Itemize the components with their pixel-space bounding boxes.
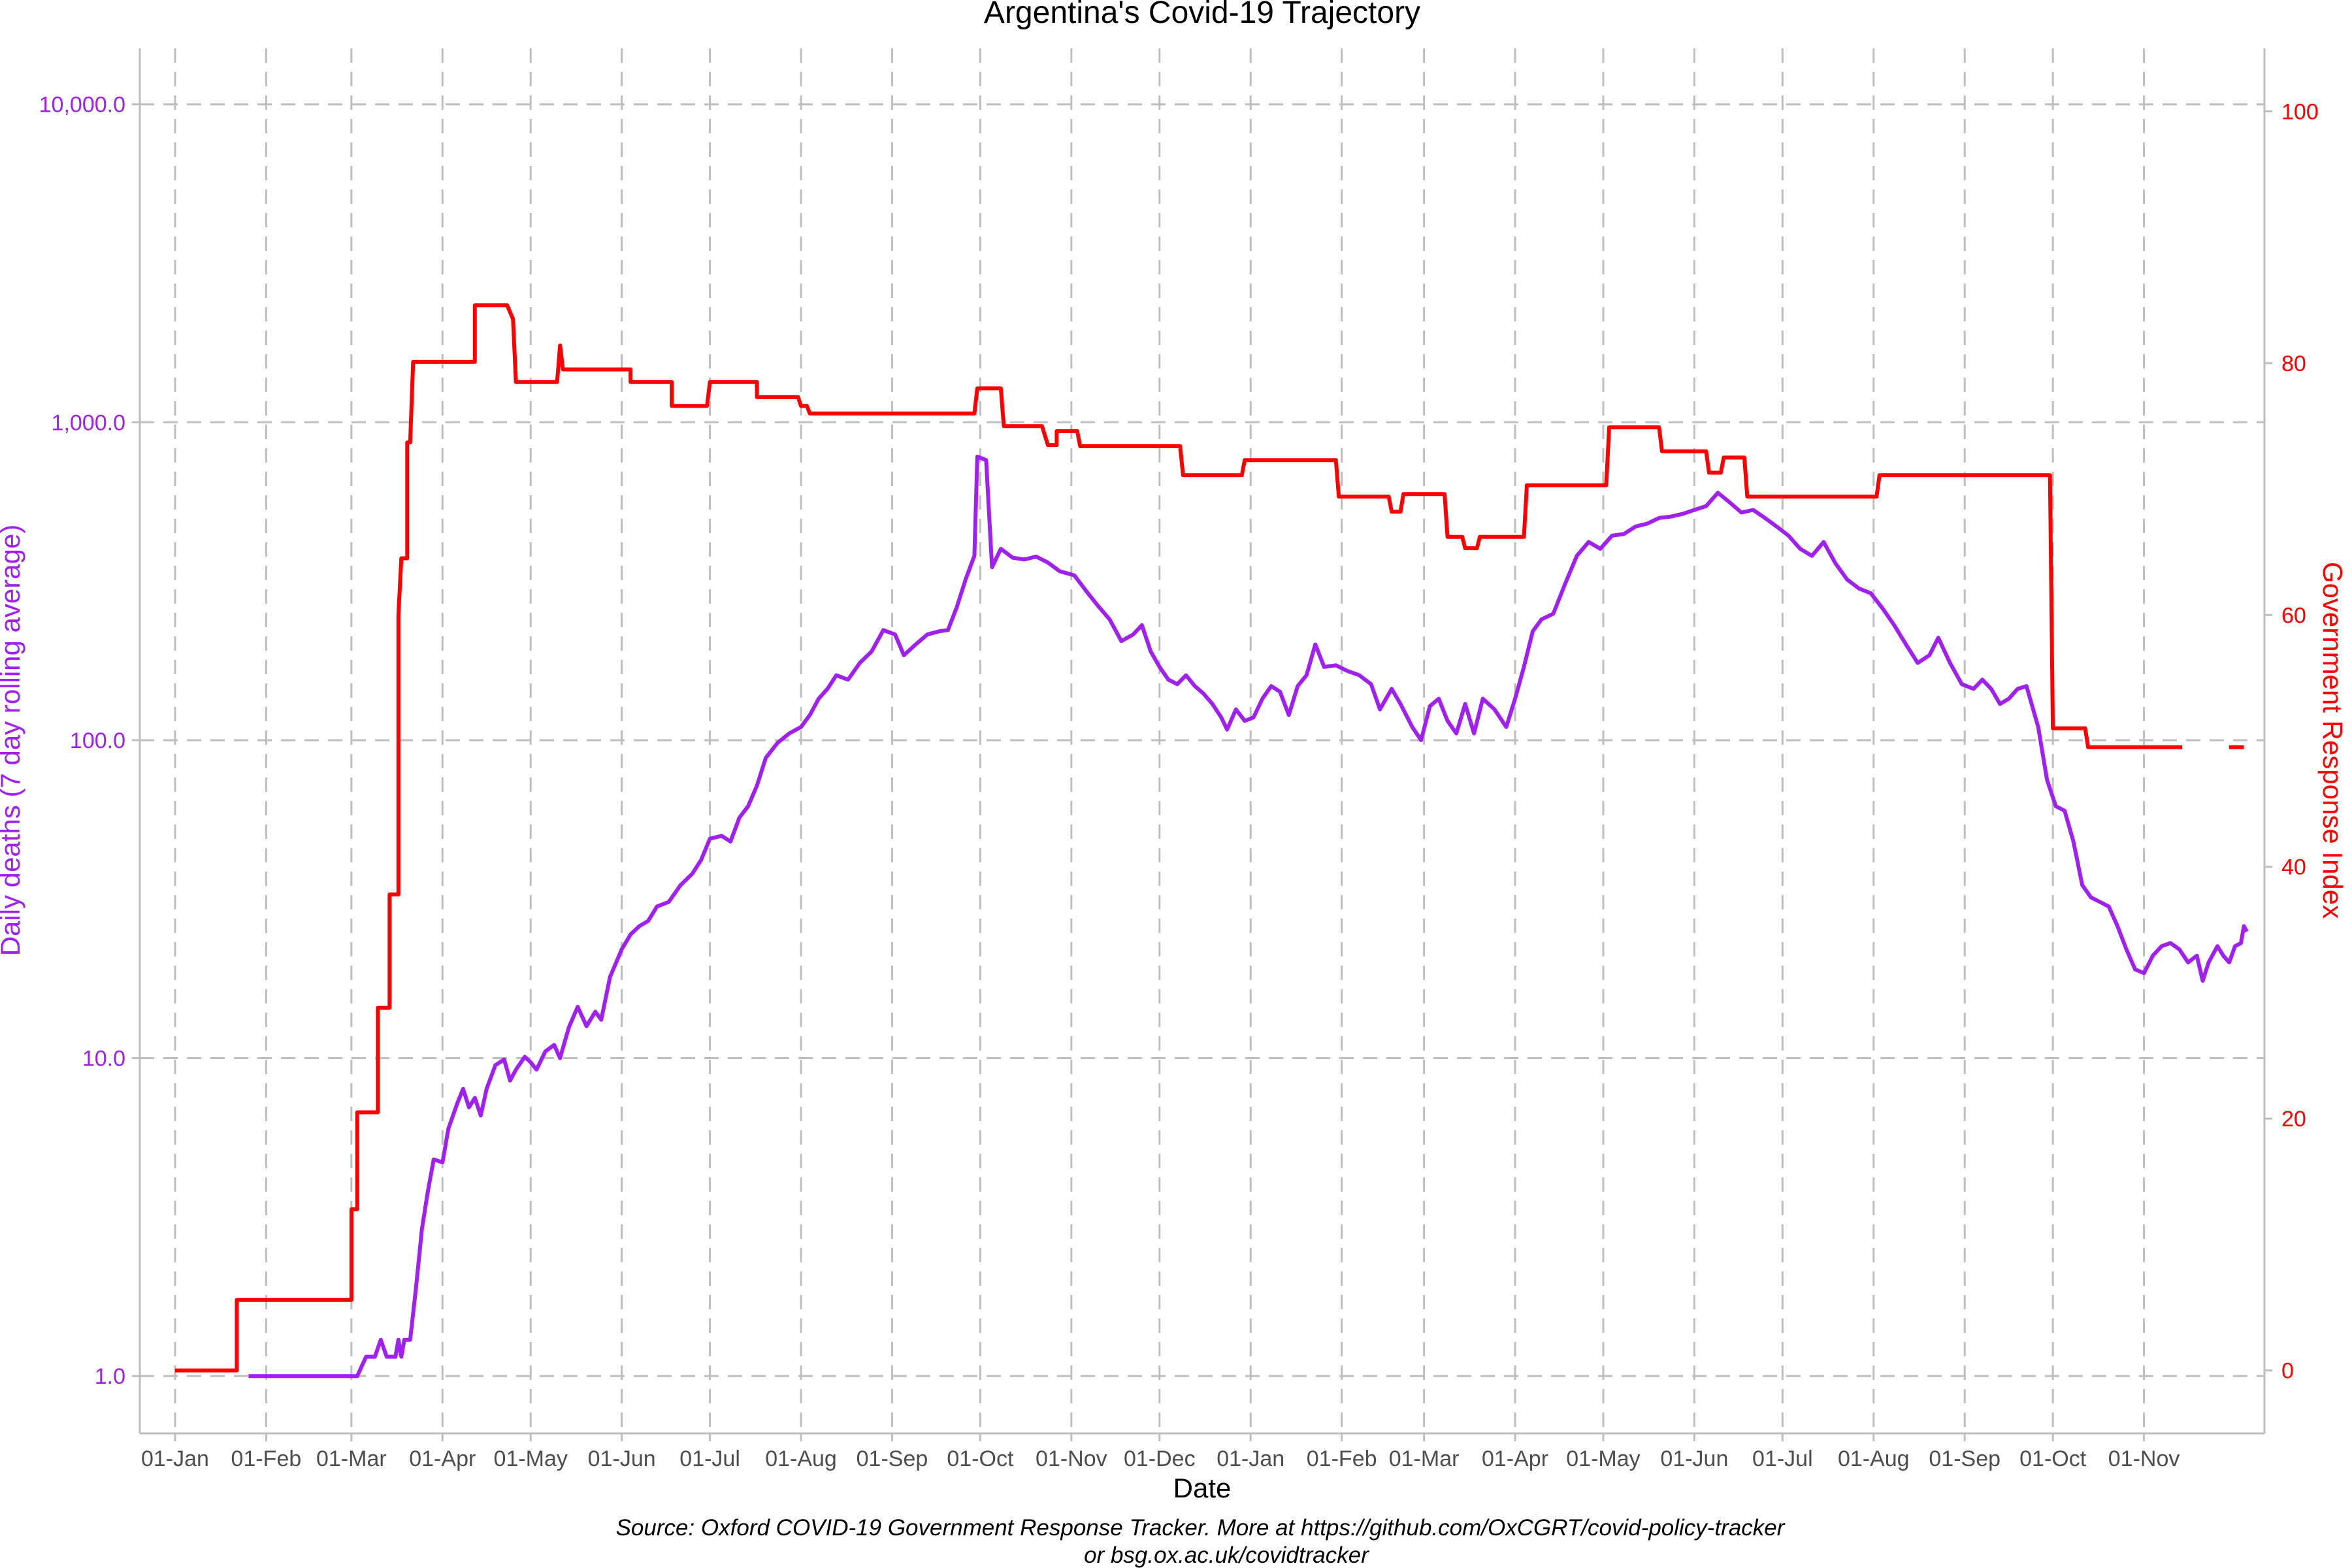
x-tick-label: 01-Apr (1482, 1446, 1548, 1471)
x-tick-label: 01-Aug (1838, 1446, 1910, 1471)
x-tick-label: 01-Sep (1929, 1446, 2001, 1471)
y-left-tick-label: 1,000.0 (52, 410, 125, 435)
y-right-tick-label: 40 (2281, 855, 2306, 880)
y-right-tick-label: 100 (2281, 99, 2319, 124)
y-right-tick-labels: 0 20 40 60 80 100 (2281, 99, 2319, 1383)
x-tick-label: 01-Jun (588, 1446, 656, 1471)
y-left-tick-label: 10.0 (82, 1047, 125, 1071)
x-tick-label: 01-Apr (409, 1446, 476, 1471)
x-tick-label: 01-Oct (2019, 1446, 2087, 1471)
axis-lines (132, 48, 2272, 1441)
y-left-tick-label: 1.0 (95, 1364, 125, 1389)
plot-area (175, 303, 2249, 1379)
x-tick-label: 01-Feb (1307, 1446, 1377, 1471)
gridlines (140, 48, 2264, 1433)
x-tick-label: 01-Oct (947, 1446, 1014, 1471)
x-tick-label: 01-Jan (141, 1446, 209, 1471)
x-tick-label: 01-Aug (765, 1446, 837, 1471)
y-left-tick-labels: 1.0 10.0 100.0 1,000.0 10,000.0 (39, 93, 125, 1389)
chart-title: Argentina's Covid-19 Trajectory (984, 0, 1420, 30)
x-tick-label: 01-Dec (1124, 1446, 1196, 1471)
x-tick-label: 01-Jun (1660, 1446, 1728, 1471)
y-right-tick-label: 60 (2281, 603, 2306, 628)
response-index-series-line-1 (175, 303, 2183, 1373)
source-line-2: or bsg.ox.ac.uk/covidtracker (1084, 1543, 1369, 1568)
x-tick-label: 01-Jan (1217, 1446, 1284, 1471)
y-right-tick-label: 80 (2281, 351, 2306, 376)
x-tick-label: 01-Nov (2108, 1446, 2180, 1471)
x-tick-label: 01-Mar (1389, 1446, 1460, 1471)
deaths-series-line (248, 454, 2249, 1379)
y-right-tick-label: 0 (2281, 1359, 2294, 1384)
x-tick-label: 01-Nov (1036, 1446, 1107, 1471)
y-left-tick-label: 100.0 (70, 728, 125, 753)
x-tick-label: 01-Mar (316, 1446, 387, 1471)
x-tick-label: 01-Feb (231, 1446, 302, 1471)
x-tick-labels: 01-Jan 01-Feb 01-Mar 01-Apr 01-May 01-Jun 01-J… (141, 1446, 2180, 1471)
x-tick-label: 01-Jul (1752, 1446, 1813, 1471)
x-tick-label: 01-Jul (679, 1446, 740, 1471)
y-left-axis-label: Daily deaths (7 day rolling average) (0, 525, 25, 956)
y-left-tick-label: 10,000.0 (39, 93, 125, 118)
x-tick-label: 01-Sep (857, 1446, 928, 1471)
y-right-tick-label: 20 (2281, 1107, 2306, 1132)
x-tick-label: 01-May (494, 1446, 568, 1471)
x-tick-label: 01-May (1566, 1446, 1640, 1471)
source-line-1: Source: Oxford COVID-19 Government Respo… (616, 1515, 1786, 1541)
y-right-axis-label: Government Response Index (2317, 562, 2348, 919)
x-axis-label: Date (1173, 1473, 1232, 1503)
